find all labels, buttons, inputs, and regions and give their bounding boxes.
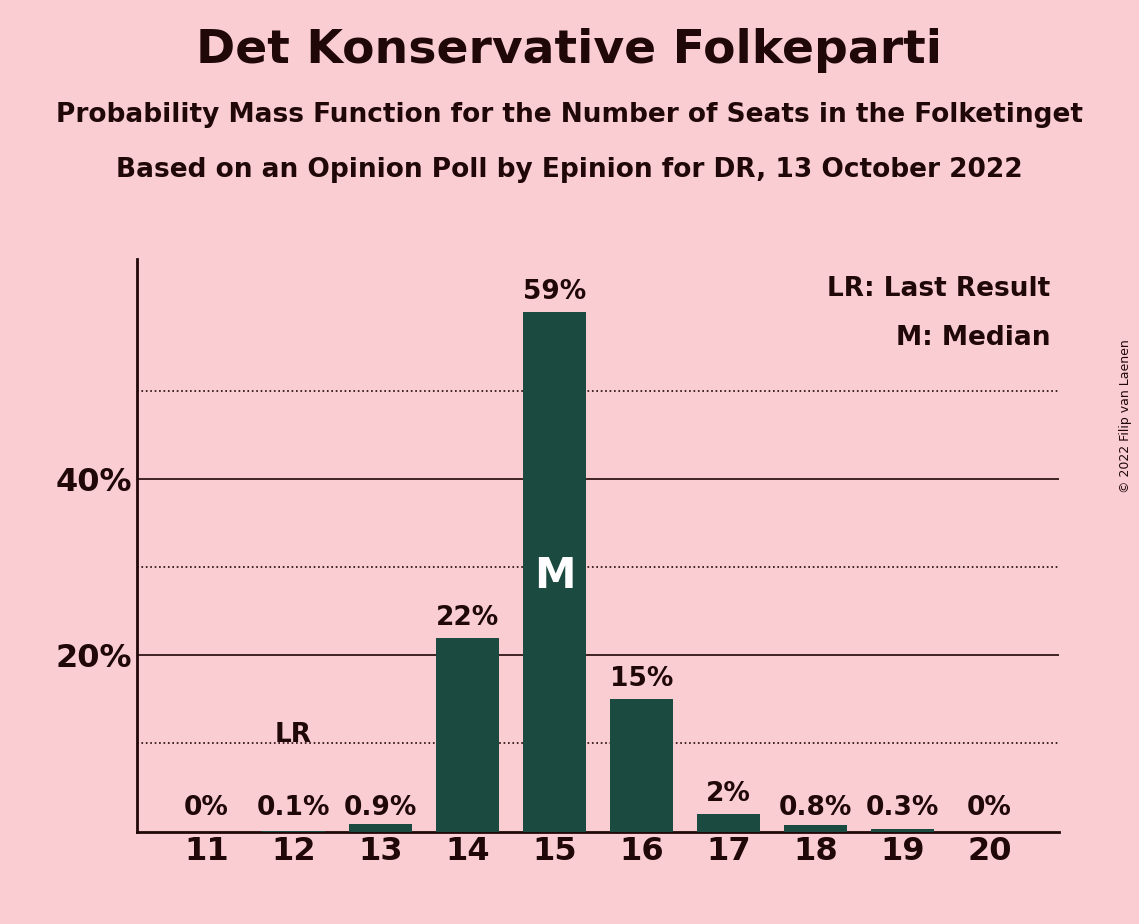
- Text: M: Median: M: Median: [896, 325, 1050, 351]
- Text: 22%: 22%: [436, 604, 499, 631]
- Text: 0.3%: 0.3%: [866, 795, 940, 821]
- Bar: [611, 699, 673, 832]
- Text: Det Konservative Folkeparti: Det Konservative Folkeparti: [197, 28, 942, 73]
- Text: 0.8%: 0.8%: [779, 795, 852, 821]
- Bar: [785, 824, 847, 832]
- Text: 59%: 59%: [523, 278, 587, 305]
- Bar: [697, 814, 760, 832]
- Text: 0%: 0%: [183, 795, 229, 821]
- Text: LR: Last Result: LR: Last Result: [827, 276, 1050, 302]
- Text: LR: LR: [274, 722, 312, 748]
- Bar: [349, 823, 411, 832]
- Bar: [871, 829, 934, 832]
- Text: 0%: 0%: [967, 795, 1013, 821]
- Text: 2%: 2%: [706, 781, 751, 807]
- Text: Based on an Opinion Poll by Epinion for DR, 13 October 2022: Based on an Opinion Poll by Epinion for …: [116, 157, 1023, 183]
- Text: © 2022 Filip van Laenen: © 2022 Filip van Laenen: [1118, 339, 1132, 492]
- Text: 0.1%: 0.1%: [256, 795, 330, 821]
- Text: 0.9%: 0.9%: [344, 795, 417, 821]
- Bar: [523, 311, 585, 832]
- Text: Probability Mass Function for the Number of Seats in the Folketinget: Probability Mass Function for the Number…: [56, 102, 1083, 128]
- Bar: [436, 638, 499, 832]
- Text: M: M: [534, 555, 575, 597]
- Text: 15%: 15%: [609, 666, 673, 692]
